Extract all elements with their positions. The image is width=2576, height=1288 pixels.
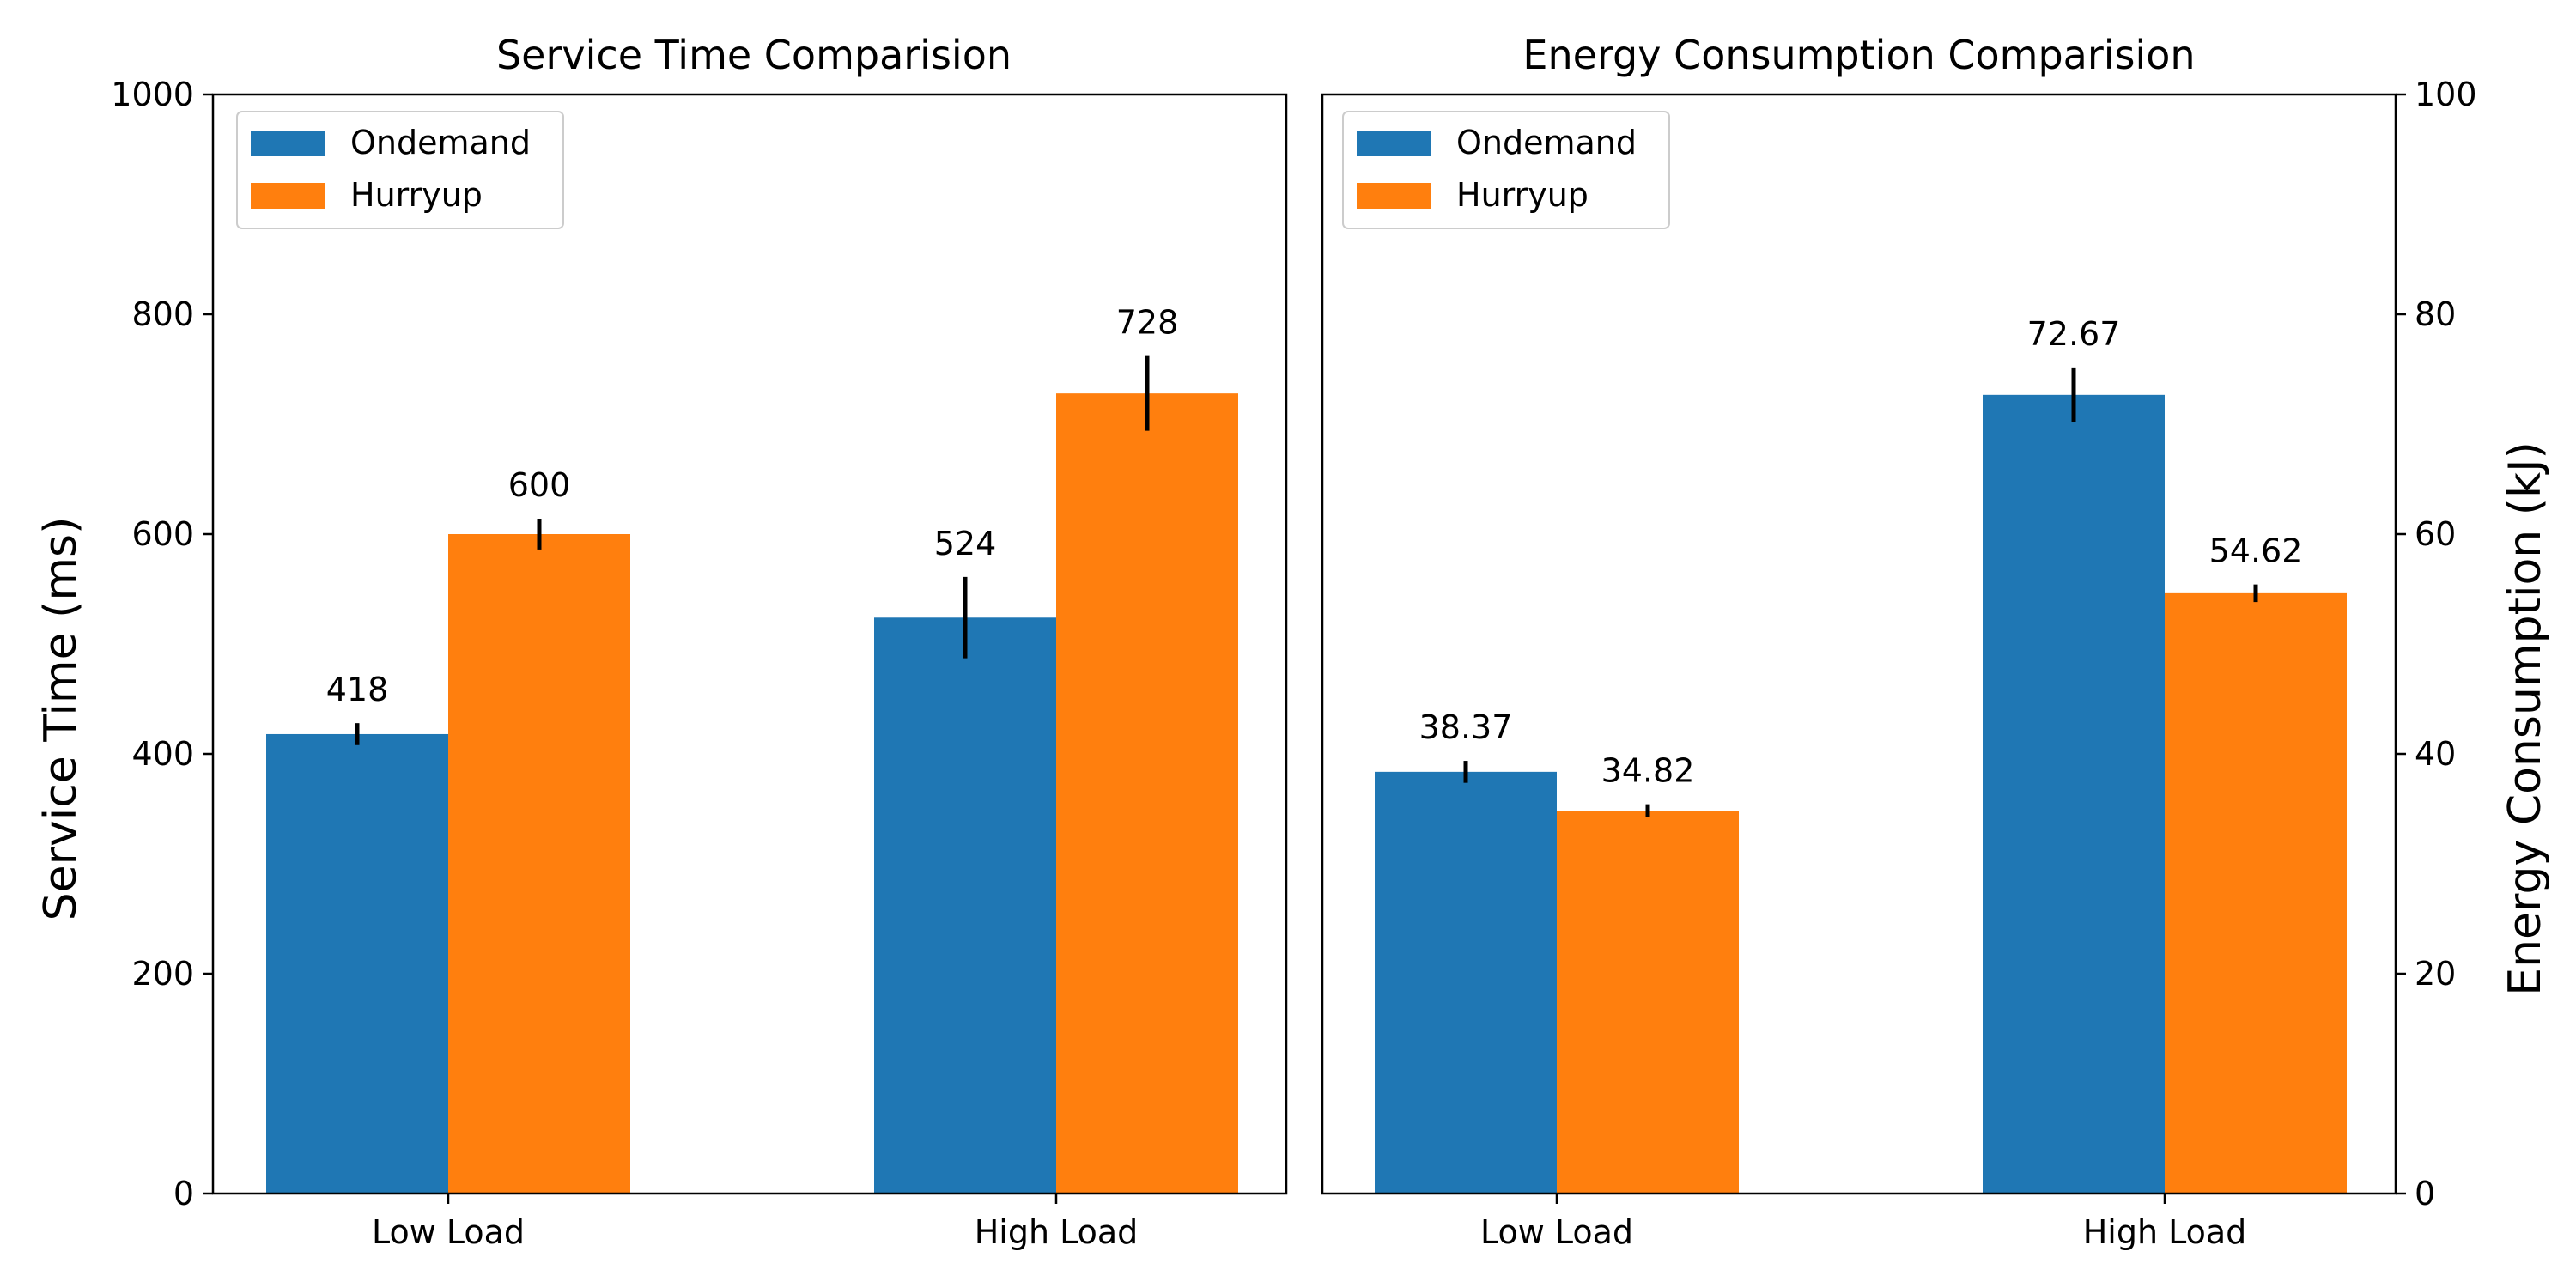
- service-time-x-ticks: Low Load High Load: [372, 1194, 1138, 1251]
- data-label-ondemand-low-load: 38.37: [1419, 708, 1513, 746]
- energy-bars: [1375, 394, 2347, 1194]
- y-tick-label: 800: [131, 295, 194, 333]
- x-tick-label-low-load: Low Load: [1480, 1213, 1633, 1251]
- bar-ondemand-low-load: [266, 733, 448, 1194]
- legend-label-hurryup: Hurryup: [350, 176, 483, 214]
- x-tick-label-high-load: High Load: [975, 1213, 1139, 1251]
- legend-label-hurryup: Hurryup: [1456, 176, 1589, 214]
- legend-swatch-ondemand: [251, 131, 325, 156]
- energy-error-bars: [1463, 367, 2258, 817]
- legend-swatch-hurryup: [251, 183, 325, 209]
- legend-label-ondemand: Ondemand: [350, 124, 531, 161]
- data-label-ondemand-high-load: 72.67: [2027, 315, 2121, 353]
- service-time-plot-frame: [211, 93, 1288, 1195]
- energy-plot-frame: [1321, 93, 2397, 1195]
- energy-title: Energy Consumption Comparision: [1522, 32, 2195, 78]
- y-tick-label: 100: [2415, 76, 2477, 113]
- y-tick-label: 600: [131, 515, 194, 553]
- y-tick-label: 0: [173, 1175, 194, 1212]
- bar-hurryup-low-load: [448, 534, 630, 1194]
- bar-ondemand-high-load: [1983, 394, 2165, 1194]
- data-label-hurryup-low-load: 34.82: [1601, 752, 1695, 790]
- x-tick-label-high-load: High Load: [2083, 1213, 2247, 1251]
- bar-ondemand-high-load: [874, 617, 1056, 1194]
- service-time-bars: [266, 393, 1238, 1194]
- y-tick-label: 80: [2415, 295, 2456, 333]
- service-time-data-labels: 418 600 524 728: [326, 304, 1179, 709]
- service-time-title: Service Time Comparision: [496, 32, 1012, 78]
- energy-x-ticks: Low Load High Load: [1480, 1194, 2246, 1251]
- y-tick-label: 0: [2415, 1175, 2435, 1212]
- energy-data-labels: 38.37 34.82 72.67 54.62: [1419, 315, 2303, 790]
- data-label-hurryup-high-load: 54.62: [2209, 532, 2303, 570]
- legend-label-ondemand: Ondemand: [1456, 124, 1637, 161]
- y-tick-label: 400: [131, 735, 194, 773]
- bar-hurryup-high-load: [1056, 393, 1238, 1194]
- y-tick-label: 60: [2415, 515, 2456, 553]
- service-time-chart: Service Time Comparision Service Time (m…: [35, 32, 1288, 1251]
- data-label-hurryup-high-load: 728: [1116, 304, 1179, 342]
- x-tick-label-low-load: Low Load: [372, 1213, 525, 1251]
- bar-hurryup-low-load: [1557, 811, 1739, 1194]
- data-label-ondemand-high-load: 524: [934, 525, 997, 562]
- data-label-hurryup-low-load: 600: [508, 466, 571, 504]
- legend-swatch-hurryup: [1357, 183, 1431, 209]
- y-tick-label: 1000: [111, 76, 194, 113]
- legend-swatch-ondemand: [1357, 131, 1431, 156]
- service-time-y-axis-label: Service Time (ms): [35, 517, 87, 921]
- y-tick-label: 200: [131, 955, 194, 993]
- service-time-legend: Ondemand Hurryup: [236, 111, 564, 229]
- energy-legend: Ondemand Hurryup: [1342, 111, 1670, 229]
- service-time-y-ticks: 0 200 400 600 800 1000: [111, 76, 213, 1212]
- data-label-ondemand-low-load: 418: [326, 671, 389, 708]
- bar-hurryup-high-load: [2165, 592, 2347, 1194]
- y-tick-label: 40: [2415, 735, 2456, 773]
- bar-ondemand-low-load: [1375, 771, 1557, 1194]
- energy-y-axis-label: Energy Consumption (kJ): [2500, 441, 2551, 996]
- y-tick-label: 20: [2415, 955, 2456, 993]
- service-time-error-bars: [355, 355, 1150, 745]
- energy-chart: Energy Consumption Comparision Energy Co…: [1321, 32, 2551, 1251]
- energy-y-ticks: 0 20 40 60 80 100: [2396, 76, 2477, 1212]
